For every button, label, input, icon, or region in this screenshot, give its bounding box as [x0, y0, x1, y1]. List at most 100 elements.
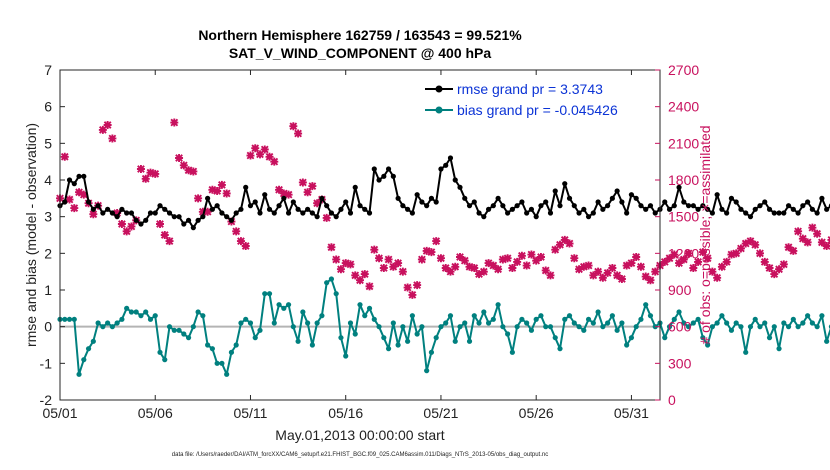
bias-point: [433, 335, 439, 341]
obs-possible-marker: [819, 239, 825, 245]
obs-assimilated-marker: [670, 250, 679, 259]
obs-assimilated-marker: [584, 261, 593, 270]
obs-possible-marker: [271, 159, 277, 165]
bias-point: [490, 316, 496, 322]
bias-point: [162, 357, 168, 363]
x-tick-label: 05/21: [423, 405, 458, 421]
obs-assimilated-marker: [256, 150, 264, 159]
obs-possible-marker: [481, 269, 487, 275]
rmse-point: [238, 206, 244, 212]
rmse-point: [438, 166, 444, 172]
rmse-point: [71, 181, 77, 187]
data-file-footnote: data file: /Users/raeder/DAI/ATM_forcXX/…: [171, 452, 549, 458]
obs-possible-marker: [462, 258, 468, 264]
obs-assimilated-marker: [698, 248, 707, 257]
obs-assimilated-marker: [417, 255, 426, 264]
bias-point: [290, 324, 296, 330]
bias-point: [66, 316, 73, 322]
rmse-point: [66, 177, 73, 183]
bias-point: [619, 320, 625, 326]
rmse-point: [662, 199, 668, 205]
rmse-point: [233, 210, 239, 216]
obs-assimilated-marker: [756, 249, 764, 258]
rmse-point: [633, 195, 639, 201]
obs-possible-marker: [424, 248, 430, 254]
rmse-point: [824, 206, 830, 212]
rmse-point: [338, 206, 344, 212]
rmse-point: [276, 203, 282, 209]
bias-point: [671, 316, 677, 322]
obs-possible-marker: [681, 256, 687, 263]
obs-assimilated-marker: [779, 260, 788, 269]
rmse-point: [728, 195, 735, 201]
obs-assimilated-marker: [498, 255, 507, 264]
obs-possible-marker: [195, 195, 201, 201]
bias-point: [795, 324, 801, 330]
bias-point: [733, 320, 739, 326]
rmse-point: [585, 214, 592, 220]
rmse-point: [76, 173, 82, 179]
obs-assimilated-marker: [522, 261, 531, 270]
y2-tick-label: 0: [668, 392, 676, 408]
obs-possible-marker: [81, 192, 87, 198]
obs-possible-marker: [295, 130, 301, 137]
bias-point: [100, 324, 106, 330]
obs-assimilated-marker: [160, 231, 169, 239]
rmse-point: [100, 210, 106, 216]
rmse-point: [609, 195, 615, 201]
bias-point: [700, 335, 706, 341]
obs-assimilated-marker: [141, 174, 150, 183]
bias-point: [209, 346, 215, 352]
obs-assimilated-marker: [575, 265, 584, 274]
rmse-point: [185, 217, 192, 223]
obs-assimilated-marker: [556, 240, 564, 249]
obs-assimilated-marker: [275, 185, 284, 194]
obs-assimilated-marker: [179, 161, 188, 170]
x-tick-label: 05/06: [138, 405, 173, 421]
rmse-point: [814, 210, 820, 216]
obs-assimilated-marker: [794, 227, 803, 236]
rmse-point: [795, 210, 801, 216]
bias-point: [443, 320, 449, 326]
rmse-point: [381, 173, 387, 179]
obs-assimilated-marker: [408, 290, 417, 299]
obs-possible-marker: [671, 251, 677, 258]
rmse-point: [571, 203, 577, 209]
bias-point: [528, 327, 535, 333]
obs-assimilated-marker: [379, 264, 388, 272]
bias-point: [247, 320, 254, 326]
bias-point: [133, 309, 139, 315]
obs-possible-marker: [505, 255, 511, 261]
obs-assimilated-marker: [479, 267, 488, 276]
bias-point: [552, 335, 558, 341]
obs-possible-marker: [500, 256, 506, 263]
rmse-point: [714, 192, 720, 198]
rmse-point: [266, 206, 273, 212]
obs-possible-marker: [119, 221, 125, 227]
obs-possible-marker: [581, 264, 587, 270]
rmse-point: [152, 210, 158, 216]
y-tick-label: 0: [44, 319, 52, 335]
rmse-point: [257, 210, 263, 216]
obs-possible-marker: [824, 243, 830, 249]
obs-possible-marker: [428, 249, 435, 255]
obs-assimilated-marker: [122, 227, 131, 236]
obs-assimilated-marker: [565, 239, 574, 248]
obs-possible-marker: [466, 264, 473, 270]
bias-point: [157, 349, 163, 355]
obs-assimilated-marker: [384, 255, 393, 264]
bias-point: [219, 360, 225, 366]
obs-possible-marker: [71, 205, 77, 211]
obs-assimilated-marker: [484, 259, 493, 268]
obs-possible-marker: [814, 231, 820, 237]
obs-assimilated-marker: [327, 243, 336, 252]
bias-point: [366, 305, 373, 311]
obs-assimilated-marker: [198, 207, 207, 216]
obs-possible-marker: [714, 275, 720, 281]
bias-point: [190, 324, 196, 330]
bias-point: [647, 313, 654, 319]
rmse-point: [566, 195, 573, 201]
rmse-point: [805, 199, 811, 205]
obs-possible-marker: [257, 151, 263, 157]
plot-area-frame: [59, 69, 661, 401]
